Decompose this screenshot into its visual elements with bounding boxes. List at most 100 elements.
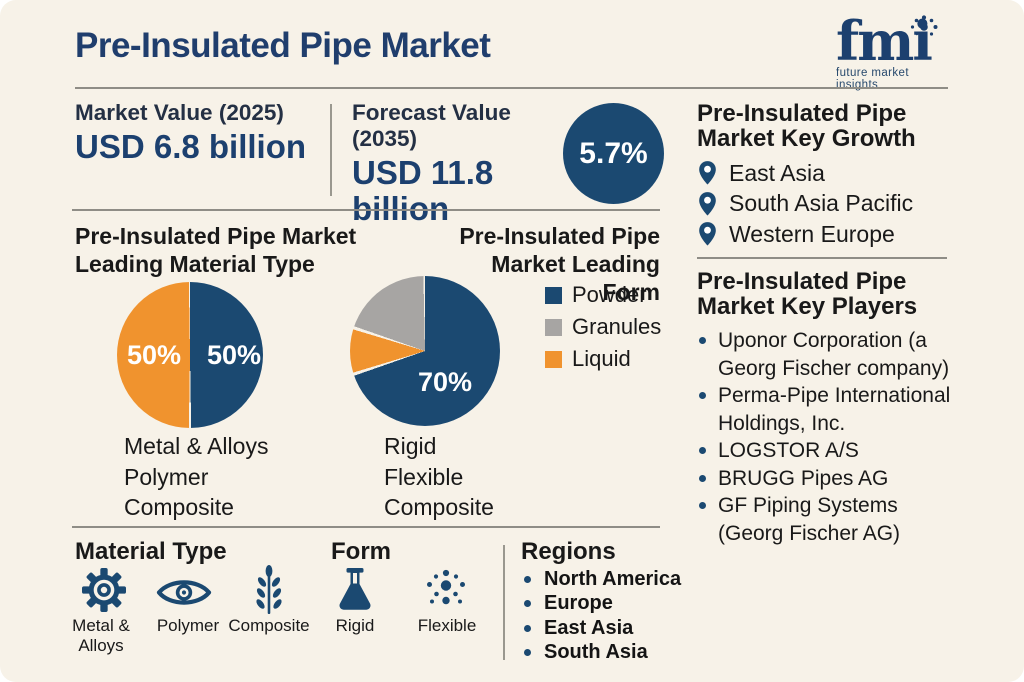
region-label: North America (544, 567, 682, 590)
player-item: BRUGG Pipes AG (697, 465, 953, 493)
wheat-icon (256, 565, 282, 614)
key-growth-heading-line1: Pre-Insulated Pipe (697, 100, 907, 127)
form-category: Composite (384, 494, 494, 520)
logo-starburst-icon (910, 15, 938, 36)
footer-form-label: Rigid (335, 616, 375, 635)
cagr-badge: 5.7% (563, 103, 664, 204)
footer-material-label: Composite (228, 616, 310, 635)
legend-label: Granules (572, 314, 662, 339)
material-pie-heading-line2: Leading Material Type (75, 251, 315, 277)
bullet-dot (699, 337, 706, 344)
form-pie-heading-line1: Pre-Insulated Pipe (459, 223, 660, 249)
material-category: Metal & Alloys (124, 433, 269, 459)
logo-text: fmi (836, 9, 933, 73)
region-item: East Asia (524, 616, 681, 641)
location-pin-icon (698, 221, 717, 247)
key-players-heading: Pre-Insulated Pipe Market Key Players (697, 268, 918, 320)
form-pie-heading-line2: Market Leading Form (491, 251, 660, 305)
fmi-logo: fmi future market insights (836, 9, 952, 91)
cagr-value: 5.7% (579, 136, 648, 170)
player-name: BRUGG Pipes AG (718, 466, 889, 490)
player-item: GF Piping Systems (Georg Fischer AG) (697, 492, 953, 547)
footer-form-label: Flexible (417, 616, 477, 635)
right-column-divider (697, 257, 947, 259)
player-item: LOGSTOR A/S (697, 437, 953, 465)
key-players-heading-line1: Pre-Insulated Pipe (697, 268, 907, 295)
market-value-block: Market Value (2025) USD 6.8 billion (75, 100, 325, 165)
key-growth-heading-line2: Market Key Growth (697, 124, 916, 152)
bullet-dot (524, 600, 531, 608)
region-item: North America (524, 567, 681, 592)
player-item: Uponor Corporation (a Georg Fischer comp… (697, 327, 953, 382)
eye-icon (156, 580, 212, 605)
page-title: Pre-Insulated Pipe Market (75, 26, 491, 65)
growth-item-label: South Asia Pacific (729, 190, 914, 216)
legend-row: Liquid (545, 346, 661, 371)
region-item: Europe (524, 592, 681, 617)
growth-item: Western Europe (698, 221, 913, 247)
key-players-heading-line2: Market Key Players (697, 292, 918, 320)
material-pie-chart (117, 282, 263, 428)
material-category: Polymer (124, 463, 209, 490)
player-name: GF Piping Systems (Georg Fischer AG) (718, 494, 901, 545)
material-category: Composite (124, 494, 234, 520)
region-label: South Asia (544, 641, 648, 664)
stats-divider (330, 104, 332, 196)
footer-divider (503, 545, 505, 660)
form-pie-categories: Rigid Flexible Composite (384, 431, 494, 523)
bullet-dot (699, 392, 706, 399)
form-category: Rigid (384, 433, 437, 459)
bullet-dot (524, 575, 531, 583)
bullet-dot (524, 624, 531, 632)
region-item: South Asia (524, 641, 681, 666)
growth-item-label: Western Europe (729, 220, 895, 247)
forecast-value-block: Forecast Value (2035) USD 11.8 billion (352, 100, 547, 227)
material-pie-slice-label-right: 50% (207, 340, 262, 370)
player-name: Perma-Pipe International Holdings, Inc. (718, 384, 951, 435)
key-growth-heading: Pre-Insulated Pipe Market Key Growth (697, 100, 916, 152)
growth-item-label: East Asia (729, 159, 825, 186)
material-pie-heading-line1: Pre-Insulated Pipe Market (75, 223, 357, 249)
bullet-dot (699, 474, 706, 482)
material-pie-heading: Pre-Insulated Pipe Market Leading Materi… (75, 222, 356, 278)
legend-label: Liquid (572, 346, 631, 371)
regions-heading: Regions (521, 538, 616, 565)
dots-icon (427, 569, 465, 605)
bullet-dot (524, 649, 531, 657)
charts-bottom-divider (72, 526, 660, 528)
forecast-value-label: Forecast Value (2035) (352, 100, 511, 151)
market-value-label: Market Value (2025) (75, 100, 284, 125)
region-label: East Asia (544, 616, 634, 639)
forecast-value: USD 11.8 billion (352, 154, 494, 227)
header-divider (75, 87, 948, 89)
footer-form-heading: Form (331, 538, 391, 565)
market-value: USD 6.8 billion (75, 128, 307, 165)
player-name: Uponor Corporation (a Georg Fischer comp… (718, 329, 950, 380)
growth-item: East Asia (698, 160, 913, 186)
location-pin-icon (698, 191, 717, 217)
flask-icon (339, 568, 371, 610)
player-item: Perma-Pipe International Holdings, Inc. (697, 382, 953, 437)
location-pin-icon (698, 160, 717, 186)
form-category: Flexible (384, 463, 464, 490)
form-pie-legend: Powder Granules Liquid (545, 282, 662, 380)
region-label: Europe (544, 592, 613, 615)
legend-swatch-liquid (545, 350, 562, 368)
key-growth-list: East Asia South Asia Pacific Western Eur… (698, 160, 913, 252)
footer-material-heading: Material Type (75, 538, 227, 565)
bullet-dot (699, 447, 706, 454)
footer-material-label: Metal & Alloys (72, 616, 130, 655)
material-pie-categories: Metal & Alloys Polymer Composite (124, 431, 268, 523)
regions-list: North America Europe East Asia South Asi… (524, 567, 681, 665)
gear-icon (82, 568, 126, 612)
player-name: LOGSTOR A/S (718, 439, 859, 462)
stats-bottom-divider (72, 209, 660, 211)
form-pie-heading: Pre-Insulated Pipe Market Leading Form (440, 222, 660, 306)
legend-row: Granules (545, 314, 662, 339)
material-pie-slice-label-left: 50% (127, 340, 182, 370)
legend-row: Powder (545, 282, 661, 307)
growth-item: South Asia Pacific (698, 190, 914, 217)
legend-swatch-powder (545, 286, 562, 304)
key-players-list: Uponor Corporation (a Georg Fischer comp… (697, 327, 953, 547)
